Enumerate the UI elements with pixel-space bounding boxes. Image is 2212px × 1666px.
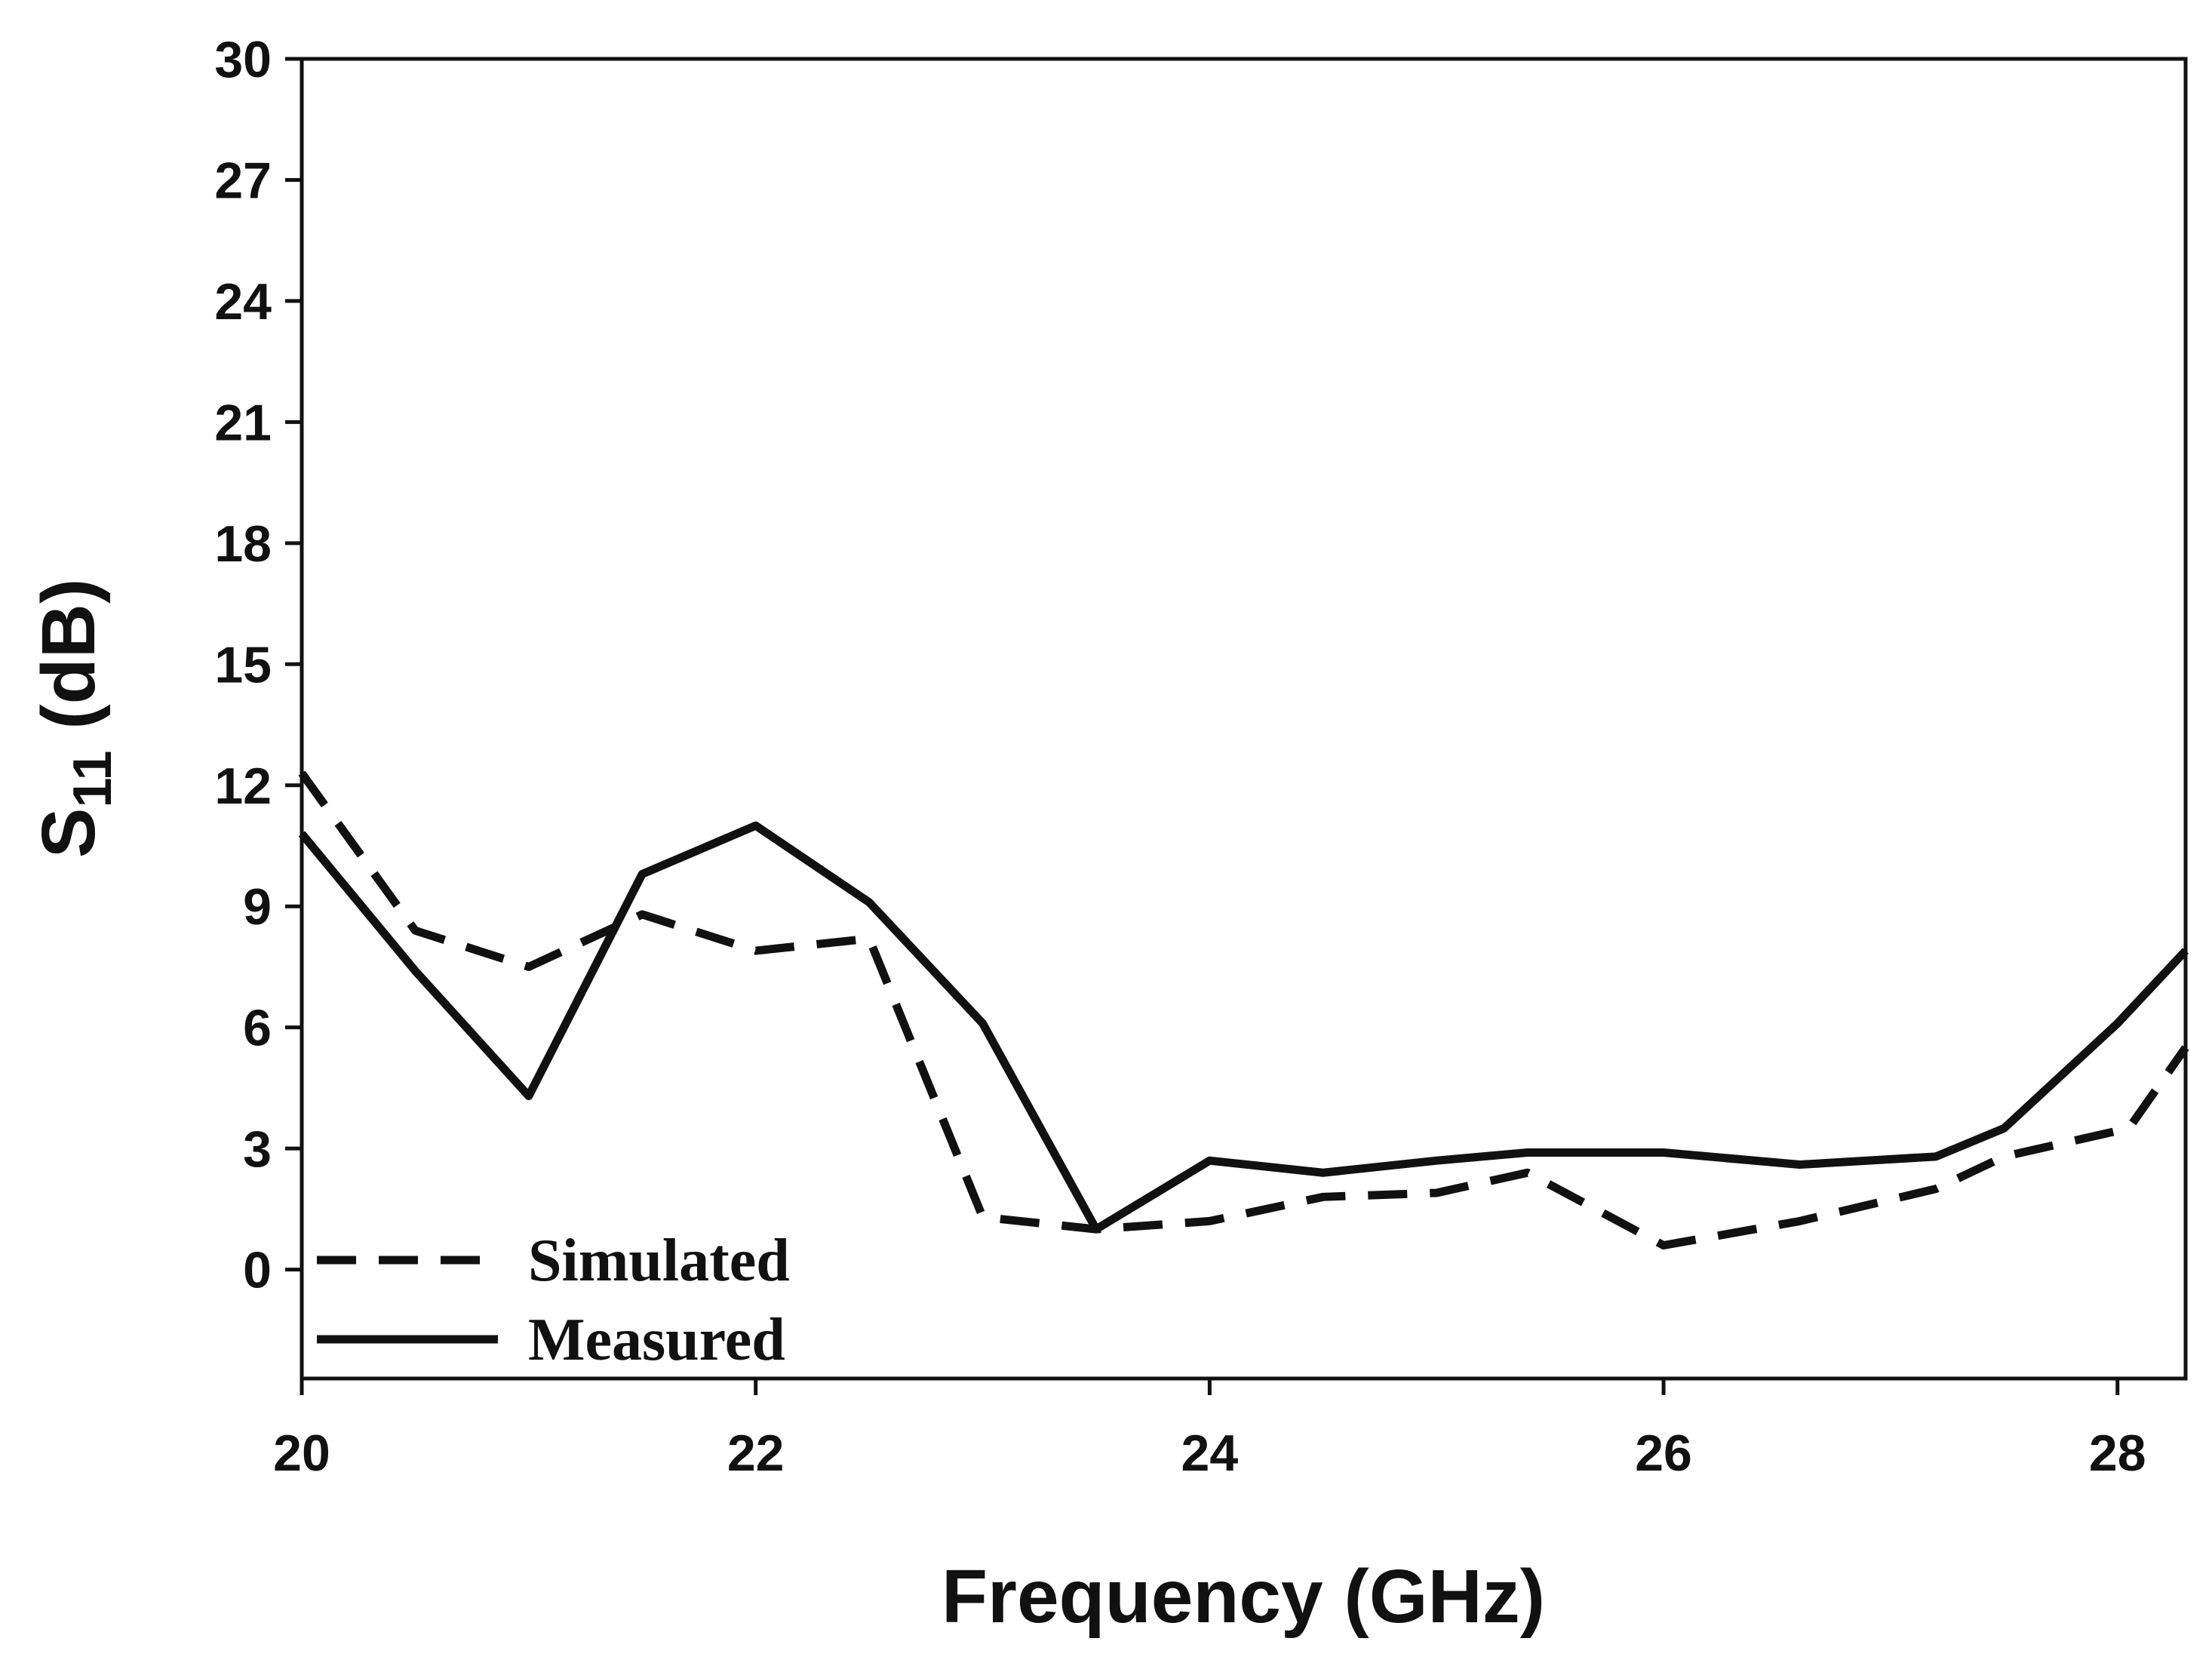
legend-label-measured: Measured (528, 1307, 785, 1373)
x-axis: 20 22 24 26 28 (273, 1379, 2146, 1482)
y-tick-label: 27 (214, 152, 272, 209)
x-tick-label: 20 (273, 1425, 330, 1482)
y-tick-label: 12 (214, 758, 272, 815)
y-tick-label: 6 (243, 1000, 272, 1057)
x-tick-label: 26 (1635, 1425, 1692, 1482)
x-axis-title: Frequency (GHz) (942, 1554, 1545, 1639)
legend: Simulated Measured (317, 1228, 790, 1373)
legend-label-simulated: Simulated (528, 1228, 790, 1294)
y-axis-title-subscript: 11 (63, 750, 123, 807)
x-tick-label: 24 (1181, 1425, 1239, 1482)
y-tick-label: 9 (243, 878, 272, 936)
plot-area (300, 57, 2188, 1381)
y-tick-label: 0 (243, 1242, 272, 1299)
y-tick-label: 30 (214, 31, 272, 88)
series-line-simulated (298, 770, 2189, 1250)
data-series (298, 770, 2189, 1250)
y-axis-title: S11 (dB) (26, 579, 123, 859)
y-tick-label: 15 (214, 636, 272, 693)
y-tick-label: 18 (214, 515, 272, 573)
y-axis-title-main: S (26, 808, 111, 859)
y-axis-title-unit: (dB) (26, 579, 111, 751)
x-tick-label: 28 (2089, 1425, 2146, 1482)
y-axis: 0 3 6 9 12 15 18 21 24 27 30 (214, 31, 302, 1299)
x-tick-label: 22 (727, 1425, 785, 1482)
series-line-measured (298, 821, 2189, 1234)
y-tick-label: 21 (214, 394, 272, 451)
y-tick-label: 24 (214, 273, 272, 330)
y-tick-label: 3 (243, 1120, 272, 1178)
